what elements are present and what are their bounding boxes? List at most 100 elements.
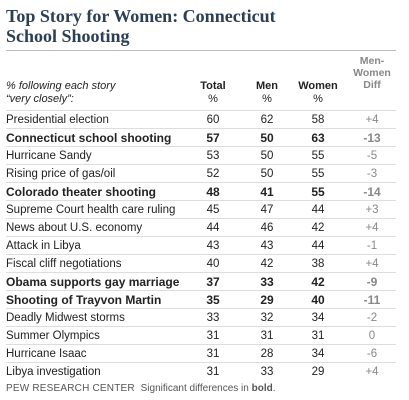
cell-women: 63 <box>311 131 325 145</box>
cell-men: 50 <box>260 150 274 162</box>
cell-women: 31 <box>311 330 325 342</box>
cell-diff: -14 <box>363 185 381 199</box>
column-label: Total <box>200 80 226 92</box>
column-label: Men- <box>359 55 385 67</box>
cell-total: 37 <box>206 275 220 289</box>
story: Connecticut school shooting <box>6 131 172 145</box>
column-label: Diff <box>363 79 381 91</box>
cell-men: 28 <box>260 348 274 360</box>
story: Obama supports gay marriage <box>6 275 180 289</box>
table-row: Hurricane Sandy 53 50 55 -5 <box>6 146 396 164</box>
cell-women: 58 <box>311 114 325 126</box>
cell-diff: 0 <box>368 330 376 342</box>
table-row: Attack in Libya 43 43 44 -1 <box>6 236 396 254</box>
cell-men: 50 <box>260 168 274 180</box>
story: Supreme Court health care ruling <box>6 204 176 216</box>
cell-diff: -6 <box>366 348 378 360</box>
story: Attack in Libya <box>6 240 81 252</box>
table-row: Connecticut school shooting 57 50 63 -13 <box>6 128 396 146</box>
cell-men: 50 <box>260 131 274 145</box>
cell-diff: +4 <box>365 258 379 270</box>
column-label: Women <box>298 80 338 92</box>
table-row: News about U.S. economy 44 46 42 +4 <box>6 218 396 236</box>
story: Hurricane Isaac <box>6 348 87 360</box>
story: Colorado theater shooting <box>6 185 156 199</box>
table-row: Summer Olympics 31 31 31 0 <box>6 326 396 344</box>
story: Presidential election <box>6 114 109 126</box>
description-line: “very closely”: <box>6 93 74 105</box>
source: PEW RESEARCH CENTER <box>6 383 135 394</box>
column-unit: % <box>262 93 272 105</box>
cell-total: 53 <box>206 150 220 162</box>
table-body: Presidential election 60 62 58 +4 Connecticut… <box>6 110 396 380</box>
table-header: % following each story “very closely”: T… <box>6 55 396 107</box>
cell-total: 52 <box>206 168 220 180</box>
cell-total: 60 <box>206 114 220 126</box>
title: Top Story for Women: Connecticut School … <box>6 6 276 46</box>
table-row: Rising price of gas/oil 52 50 55 -3 <box>6 164 396 182</box>
column-unit: % <box>208 93 218 105</box>
cell-women: 38 <box>311 258 325 270</box>
cell-total: 31 <box>206 366 220 378</box>
cell-total: 48 <box>206 185 220 199</box>
divider <box>6 50 396 51</box>
cell-men: 46 <box>260 222 274 234</box>
table-row: Shooting of Trayvon Martin 35 29 40 -11 <box>6 290 396 308</box>
cell-total: 40 <box>206 258 220 270</box>
cell-men: 31 <box>260 330 274 342</box>
cell-men: 41 <box>260 185 274 199</box>
cell-diff: -2 <box>366 312 378 324</box>
cell-women: 34 <box>311 348 325 360</box>
story: News about U.S. economy <box>6 222 143 234</box>
cell-women: 55 <box>311 185 325 199</box>
cell-women: 55 <box>311 150 325 162</box>
table-row: Obama supports gay marriage 37 33 42 -9 <box>6 272 396 290</box>
cell-diff: +4 <box>365 222 379 234</box>
cell-total: 45 <box>206 204 220 216</box>
note-emphasis: bold <box>251 383 273 394</box>
cell-total: 43 <box>206 240 220 252</box>
column-label: Men <box>256 80 278 92</box>
cell-diff: +4 <box>365 366 379 378</box>
cell-diff: -1 <box>366 240 378 252</box>
cell-men: 33 <box>260 366 274 378</box>
cell-total: 31 <box>206 330 220 342</box>
cell-women: 29 <box>311 366 325 378</box>
story: Deadly Midwest storms <box>6 312 125 324</box>
footer: PEW RESEARCH CENTER Significant differen… <box>6 383 276 394</box>
cell-men: 43 <box>260 240 274 252</box>
description-line: % following each story <box>6 80 116 92</box>
story: Rising price of gas/oil <box>6 168 116 180</box>
story: Fiscal cliff negotiations <box>6 258 122 270</box>
cell-diff: +3 <box>365 204 379 216</box>
column-header: Men- Women Diff <box>347 55 397 91</box>
title-line: Top Story for Women: Connecticut <box>6 6 276 26</box>
cell-diff: -11 <box>363 293 381 307</box>
column-unit: % <box>313 93 323 105</box>
column-header: Men% <box>242 80 292 106</box>
table-row: Libya investigation 31 33 29 +4 <box>6 362 396 380</box>
cell-total: 44 <box>206 222 220 234</box>
cell-diff: -3 <box>366 168 378 180</box>
table-row: Fiscal cliff negotiations 40 42 38 +4 <box>6 254 396 272</box>
table-row: Colorado theater shooting 48 41 55 -14 <box>6 182 396 200</box>
story: Summer Olympics <box>6 330 100 342</box>
table-row: Deadly Midwest storms 33 32 34 -2 <box>6 308 396 326</box>
cell-total: 57 <box>206 131 220 145</box>
cell-women: 34 <box>311 312 325 324</box>
cell-women: 42 <box>311 275 325 289</box>
cell-men: 47 <box>260 204 274 216</box>
cell-diff: -13 <box>363 131 381 145</box>
story: Libya investigation <box>6 366 101 378</box>
cell-diff: -9 <box>366 275 378 289</box>
cell-men: 42 <box>260 258 274 270</box>
table-row: Presidential election 60 62 58 +4 <box>6 110 396 128</box>
title-line: School Shooting <box>6 26 130 46</box>
cell-total: 35 <box>206 293 220 307</box>
cell-men: 32 <box>260 312 274 324</box>
cell-women: 40 <box>311 293 325 307</box>
cell-total: 33 <box>206 312 220 324</box>
cell-women: 42 <box>311 222 325 234</box>
story: Hurricane Sandy <box>6 150 92 162</box>
